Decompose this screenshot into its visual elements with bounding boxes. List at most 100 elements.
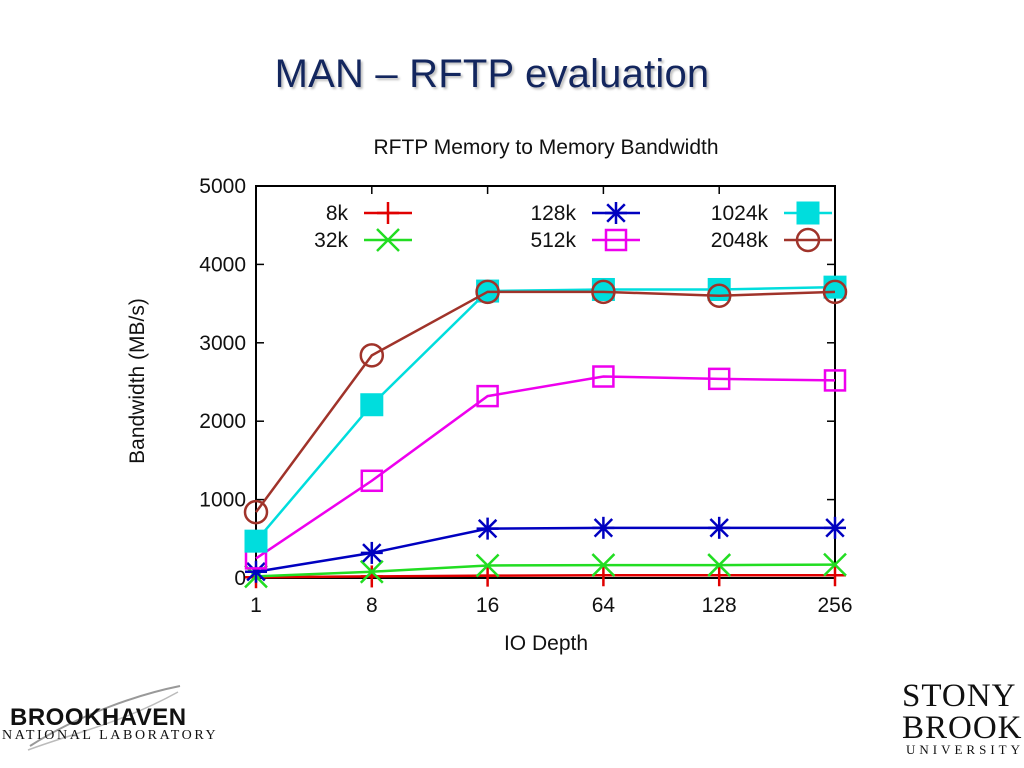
stony-brook-line1: STONY [902,678,1017,714]
data-point-128k-stroke [362,543,382,563]
data-point-128k [824,516,846,539]
data-point-1024k-shape [244,529,268,553]
legend-entry-128k: 128k [530,202,640,225]
data-point-2048k-shape [359,343,385,368]
data-point-512k-shape [360,469,384,493]
data-point-8k [476,564,499,587]
legend-entry-512k: 512k [530,228,640,252]
data-point-512k [707,367,731,391]
data-point-1024k-shape [823,275,847,299]
data-point-1024k [244,529,268,553]
legend-marker [376,228,400,252]
data-point-128k-stroke [477,518,498,539]
data-point-32k [823,552,847,577]
data-point-2048k-shape [706,283,732,309]
data-point-2048k-shape [591,279,616,305]
y-tick-label: 5000 [199,175,246,198]
data-point-128k [360,541,383,564]
brookhaven-sub: NATIONAL LABORATORY [2,728,219,743]
legend-marker [605,202,627,224]
data-point-32k [359,559,384,584]
plot-area: 0 1000 2000 3000 4000 5000 1 8 16 64 128 256 8k 32k 12… [199,175,852,617]
legend-entry-8k: 8k [326,202,412,225]
data-point-8k [824,564,846,587]
x-tick-label: 128 [702,594,737,617]
series-line-32k [255,563,836,578]
data-point-512k-shape [823,369,847,392]
legend-label: 512k [530,229,576,252]
data-point-32k [707,553,732,577]
legend-entry-32k: 32k [314,228,412,252]
brookhaven-name: BROOKHAVEN [10,704,187,731]
legend-label: 128k [530,202,576,225]
data-point-2048k-shape [822,279,848,305]
data-point-32k-stroke [475,553,500,578]
x-tick-label: 1 [250,594,262,617]
data-point-128k [708,516,731,539]
slide-title: MAN – RFTP evaluation [274,52,710,96]
y-tick-label: 4000 [199,253,246,276]
y-tick-label: 2000 [199,410,246,433]
x-axis-label: IO Depth [504,632,588,655]
data-point-2048k [591,279,616,305]
x-tick-label: 64 [592,594,616,617]
y-tick-label: 0 [234,567,246,590]
y-tick-label: 1000 [199,489,246,512]
data-point-2048k [475,279,500,305]
legend-marker-shape [796,201,820,225]
x-tick-label: 8 [366,594,378,617]
data-point-2048k [359,343,385,368]
data-point-128k-stroke [246,562,266,582]
data-point-2048k [243,499,269,525]
data-point-1024k-shape [360,393,384,417]
data-point-2048k [822,279,848,305]
data-point-32k-stroke [707,553,732,577]
legend-marker-stroke [376,228,400,252]
y-tick-label: 3000 [199,332,246,355]
data-point-512k [360,469,384,493]
y-axis-label: Bandwidth (MB/s) [126,298,149,464]
chart-title: RFTP Memory to Memory Bandwidth [373,136,718,159]
stony-brook-line2: BROOK [902,710,1023,746]
data-point-32k [591,553,616,577]
legend-marker [795,227,821,253]
data-point-128k [245,560,267,583]
legend-marker [796,201,820,225]
legend-label: 1024k [711,202,769,225]
brookhaven-swoosh-icon [27,685,181,751]
stony-brook-sub: UNIVERSITY [906,742,1024,757]
legend-marker-shape [604,228,628,252]
data-point-32k [475,553,500,578]
data-point-512k-shape [592,365,615,388]
legend-label: 8k [326,202,349,225]
data-point-128k-stroke [825,518,845,538]
data-point-8k [360,565,383,588]
series-line-8k [255,574,835,579]
data-point-8k [708,564,731,587]
data-point-8k [592,564,615,587]
legend-marker-shape [795,227,821,253]
data-point-512k [823,369,847,392]
legend-entry-2048k: 2048k [711,227,832,253]
legend-marker [604,228,628,252]
legend-label: 32k [314,229,348,252]
data-point-128k [476,517,499,540]
stony-brook-logo: STONY BROOK UNIVERSITY [896,676,1024,768]
legend-marker [377,202,399,224]
series-line-512k [255,375,836,560]
data-point-32k-stroke [591,553,616,577]
data-point-32k-stroke [359,559,384,584]
plot-frame [255,185,836,579]
data-point-512k-shape [707,367,731,391]
x-tick-label: 16 [476,594,499,617]
brookhaven-logo: BROOKHAVEN NATIONAL LABORATORY [0,684,240,754]
data-point-128k-stroke [709,518,729,538]
series-line-2048k [254,290,836,513]
data-point-2048k-shape [475,279,500,305]
data-point-128k-stroke [593,518,614,538]
data-point-1024k [823,275,847,299]
data-point-512k [476,384,499,408]
data-point-32k-stroke [823,552,847,577]
data-point-1024k [360,393,384,417]
